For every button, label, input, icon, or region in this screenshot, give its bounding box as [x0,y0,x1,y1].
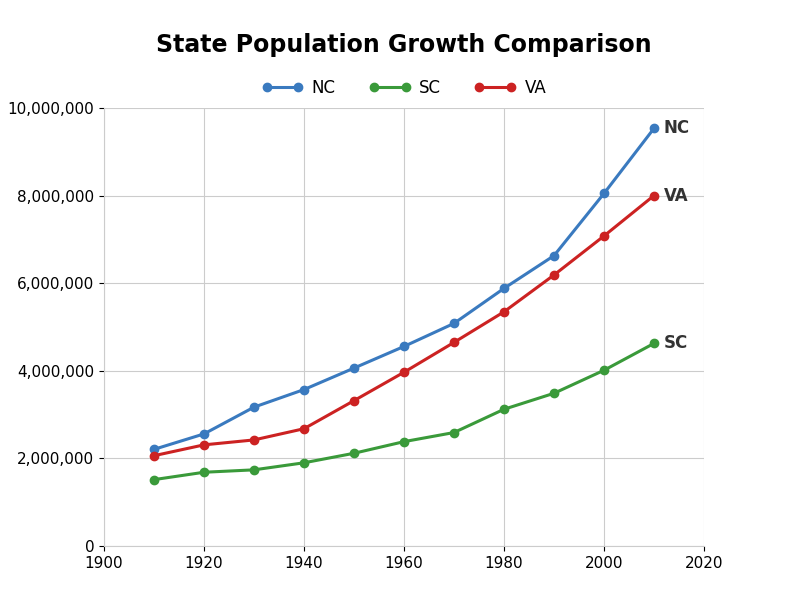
NC [199,430,209,437]
NC [299,386,309,393]
SC [499,406,509,413]
VA [450,339,459,346]
VA [250,436,259,443]
SC [450,429,459,436]
SC [349,449,358,457]
VA [549,271,558,278]
VA [349,397,358,404]
Legend: NC, SC, VA: NC, SC, VA [255,73,553,104]
VA [199,441,209,448]
NC [599,190,609,197]
Text: NC: NC [664,119,690,137]
NC [399,343,409,350]
SC [399,438,409,445]
Text: VA: VA [664,187,688,205]
NC [250,404,259,411]
VA [399,368,409,376]
VA [650,192,659,199]
Line: SC: SC [150,339,658,484]
VA [599,232,609,239]
Title: State Population Growth Comparison: State Population Growth Comparison [156,34,652,58]
NC [349,364,358,371]
Line: NC: NC [150,124,658,454]
SC [650,340,659,347]
Line: VA: VA [150,191,658,460]
SC [199,469,209,476]
Text: SC: SC [664,334,688,352]
VA [499,308,509,316]
SC [299,459,309,466]
SC [599,367,609,374]
VA [299,425,309,433]
SC [549,389,558,397]
NC [549,252,558,259]
VA [149,452,158,460]
NC [450,320,459,327]
NC [149,446,158,453]
NC [650,125,659,132]
SC [250,466,259,473]
NC [499,285,509,292]
SC [149,476,158,483]
